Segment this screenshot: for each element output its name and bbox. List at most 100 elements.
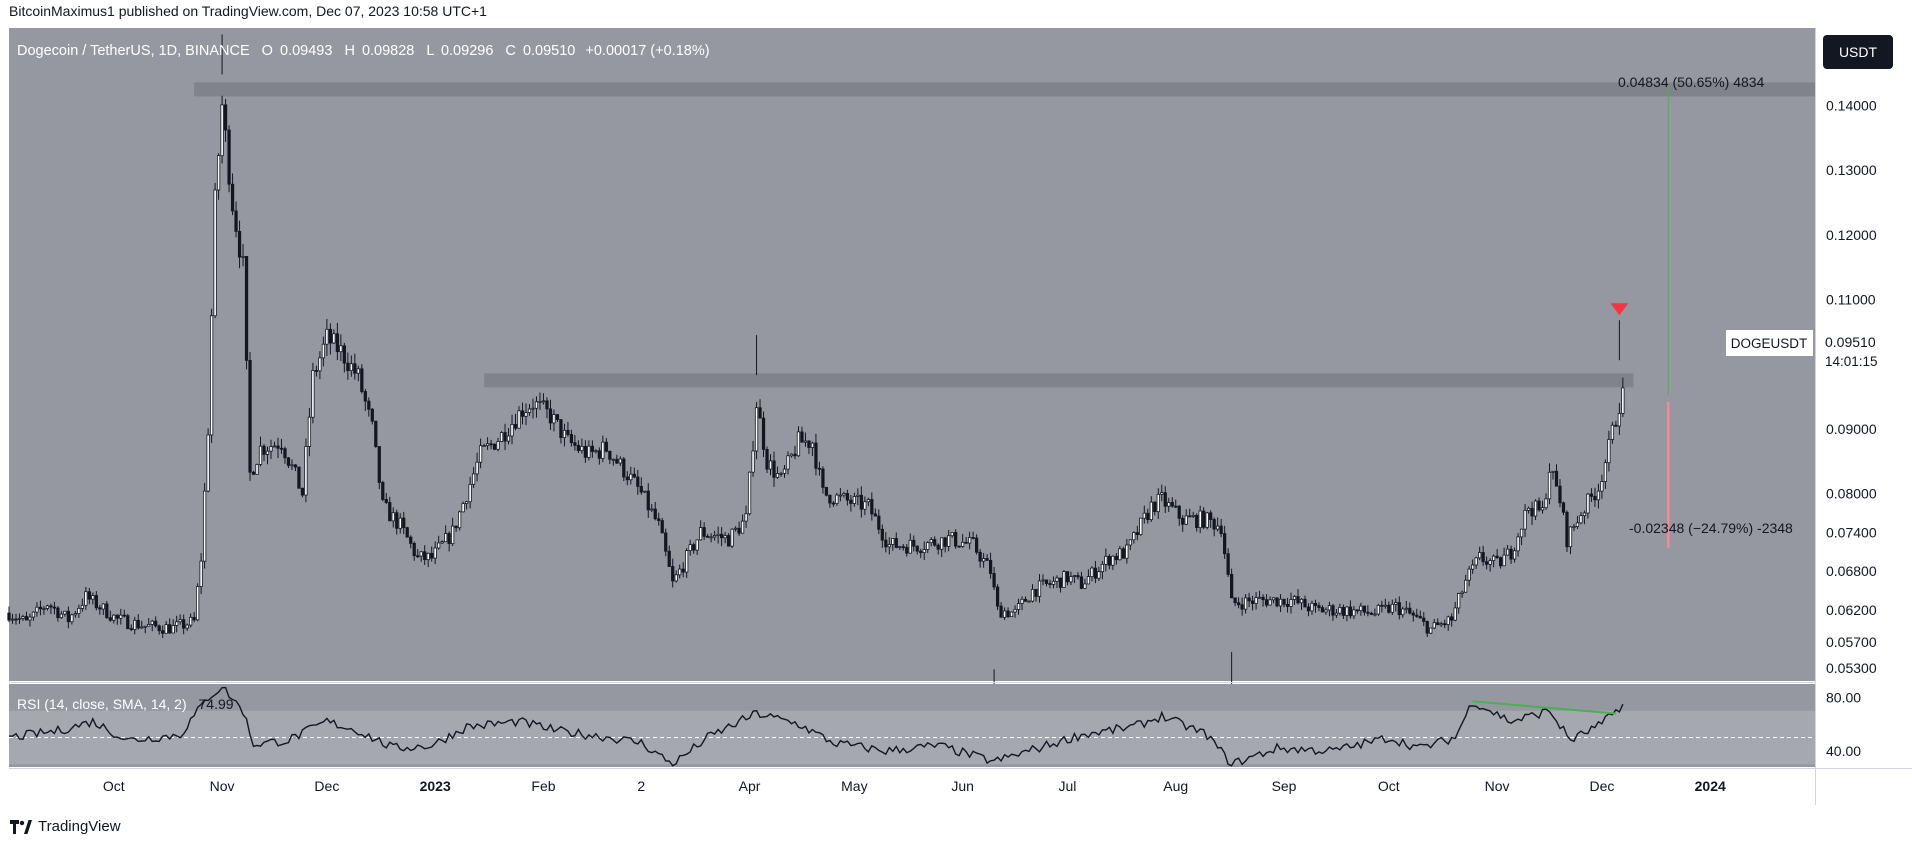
candle (583, 440, 588, 463)
candle (636, 469, 640, 495)
candle (1195, 513, 1199, 532)
candle (1383, 598, 1387, 609)
candle (1097, 566, 1101, 581)
candle (1184, 509, 1188, 526)
candle (849, 494, 853, 512)
time-axis[interactable]: Oct Nov Dec 2023 Feb 2 Apr May Jun Jul Aug Sep Oct No… (103, 778, 1726, 794)
price-axis-tick: 0.06800 (1826, 563, 1877, 579)
candle (328, 323, 332, 355)
candle (1572, 523, 1576, 532)
candle (856, 488, 860, 506)
candle (1568, 526, 1573, 555)
candle (971, 531, 975, 540)
candle (258, 436, 263, 467)
candle (1034, 588, 1038, 602)
candle (1418, 610, 1422, 619)
candle (1076, 572, 1080, 580)
candle (63, 610, 67, 617)
candle (1387, 601, 1391, 614)
currency-badge[interactable]: USDT (1823, 35, 1893, 69)
candle (14, 613, 18, 625)
candle (157, 624, 161, 635)
rsi-label-line: RSI (14, close, SMA, 14, 2) 74.99 (17, 696, 234, 712)
candle (513, 413, 518, 431)
candle (1617, 402, 1622, 435)
low-value: 0.09296 (441, 43, 493, 59)
price-pane[interactable] (9, 28, 1815, 681)
candle (1464, 574, 1468, 593)
candle (1460, 590, 1464, 598)
candle (639, 477, 643, 495)
candle (692, 542, 696, 554)
candle (363, 388, 367, 411)
candle (342, 342, 346, 373)
candle (933, 536, 937, 547)
candle (520, 402, 525, 425)
candle (416, 549, 420, 559)
candle (1537, 497, 1541, 512)
candle (517, 406, 521, 429)
footer-brand[interactable]: TradingView (10, 818, 121, 835)
candle (884, 532, 888, 553)
candle (314, 365, 319, 377)
down-arrow-marker-icon (1610, 303, 1629, 316)
candle (464, 500, 469, 510)
candle (940, 537, 944, 558)
candle (685, 548, 689, 578)
price-axis-tick: 0.12000 (1826, 227, 1877, 243)
candle (437, 535, 441, 550)
candle (646, 483, 650, 518)
price-axis-tick: 0.07400 (1826, 524, 1877, 540)
candle (915, 545, 919, 555)
candle (1009, 611, 1014, 618)
rsi-axis-tick: 80.00 (1826, 689, 1861, 705)
candle (1432, 619, 1436, 630)
close-value: 0.09510 (523, 43, 575, 59)
candle (213, 182, 217, 319)
candle (122, 609, 126, 618)
candle (209, 308, 214, 443)
candle (391, 507, 395, 528)
candle (475, 452, 479, 482)
candle (1191, 511, 1195, 519)
candle (1170, 497, 1174, 508)
candle (1285, 597, 1290, 613)
candle (1107, 554, 1111, 570)
candle (1146, 508, 1150, 524)
candle (307, 408, 312, 457)
candle (1202, 507, 1206, 530)
candle (1289, 592, 1293, 614)
candle (101, 603, 105, 615)
candle (489, 439, 493, 450)
candle (133, 616, 137, 635)
candle (1380, 600, 1384, 613)
candle (1600, 474, 1604, 499)
time-axis-tick: Jun (951, 778, 974, 794)
candle (1254, 592, 1258, 610)
candle (1051, 576, 1056, 589)
candle (810, 441, 815, 456)
candle (566, 421, 570, 437)
price-axis-tick: 0.05700 (1826, 634, 1877, 650)
candle (492, 443, 497, 451)
candle (1425, 620, 1429, 637)
candle (737, 521, 741, 536)
candle (1282, 598, 1286, 608)
candle (70, 613, 74, 625)
measure-up-label: 0.04834 (50.65%) 4834 (1618, 74, 1765, 90)
candle (824, 486, 829, 497)
time-axis-tick: May (841, 778, 867, 794)
candle (758, 399, 762, 419)
candle (1376, 603, 1380, 616)
resistance-zone (194, 82, 1815, 97)
candle (1128, 539, 1132, 551)
candle (129, 624, 133, 632)
candle (49, 603, 53, 614)
candle (1013, 605, 1017, 618)
candle (1446, 615, 1450, 631)
candle (1065, 571, 1070, 586)
candle (28, 613, 32, 627)
candle (1104, 548, 1108, 572)
rsi-name: RSI (14, close, SMA, 14, 2) (17, 696, 187, 712)
